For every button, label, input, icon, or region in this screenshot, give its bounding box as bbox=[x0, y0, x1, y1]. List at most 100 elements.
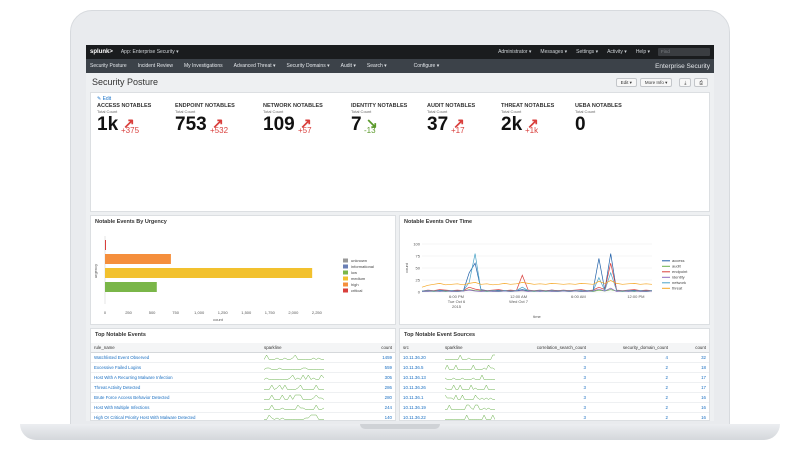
src-link[interactable]: 10.11.36.20 bbox=[400, 352, 442, 363]
rule-name-link[interactable]: Excessive Failed Logins bbox=[91, 362, 261, 373]
more-info-button[interactable]: More Info ▾ bbox=[639, 77, 673, 87]
security-domain-count-cell[interactable]: 2 bbox=[589, 402, 671, 413]
menu-settings[interactable]: Settings ▾ bbox=[576, 49, 599, 55]
nav-my-investigations[interactable]: My Investigations bbox=[183, 63, 223, 69]
nav-incident-review[interactable]: Incident Review bbox=[137, 63, 173, 69]
table-row[interactable]: Host With Multiple Infections 244 bbox=[91, 402, 395, 413]
col-rule-name[interactable]: rule_name bbox=[91, 343, 261, 353]
table-row[interactable]: Threat Activity Detected 286 bbox=[91, 382, 395, 393]
rule-name-link[interactable]: Host With A Recurring Malware Infection bbox=[91, 372, 261, 383]
legend-label-audit[interactable]: audit bbox=[672, 264, 682, 269]
security-domain-count-cell[interactable]: 2 bbox=[589, 372, 671, 383]
series-line-network[interactable] bbox=[421, 253, 653, 292]
security-domain-count-cell[interactable]: 2 bbox=[589, 362, 671, 373]
table-row[interactable]: 10.11.36.26 3 2 17 bbox=[400, 382, 709, 393]
rule-name-link[interactable]: Brute Force Access Behavior Detected bbox=[91, 392, 261, 403]
correlation-search-count-cell[interactable]: 3 bbox=[514, 362, 589, 373]
table-row[interactable]: 10.11.36.13 3 2 17 bbox=[400, 372, 709, 383]
rule-name-link[interactable]: Watchlisted Event Observed bbox=[91, 352, 261, 363]
count-cell[interactable]: 17 bbox=[671, 382, 709, 393]
legend-label-low[interactable]: low bbox=[351, 270, 357, 275]
find-input[interactable]: Find bbox=[658, 48, 710, 56]
count-cell[interactable]: 16 bbox=[671, 412, 709, 421]
src-link[interactable]: 10.11.36.19 bbox=[400, 402, 442, 413]
count-cell[interactable]: 16 bbox=[671, 392, 709, 403]
legend-label-critical[interactable]: critical bbox=[351, 288, 362, 293]
menu-activity[interactable]: Activity ▾ bbox=[607, 49, 627, 55]
kpi-threat-notables[interactable]: THREAT NOTABLES Total Count 2k ↗ +1k bbox=[501, 103, 554, 136]
series-line-threat[interactable] bbox=[421, 280, 653, 288]
correlation-search-count-cell[interactable]: 3 bbox=[514, 352, 589, 363]
table-row[interactable]: 10.11.36.22 3 2 16 bbox=[400, 412, 709, 421]
rule-name-link[interactable]: High Or Critical Priority Host With Malw… bbox=[91, 412, 261, 421]
table-row[interactable]: 10.11.36.19 3 2 16 bbox=[400, 402, 709, 413]
col-correlation-search-count[interactable]: correlation_search_count bbox=[514, 343, 589, 353]
nav-security-domains[interactable]: Security Domains ▾ bbox=[286, 63, 330, 69]
count-cell[interactable]: 1459 bbox=[351, 352, 395, 363]
legend-label-informational[interactable]: informational bbox=[351, 264, 374, 269]
table-row[interactable]: Brute Force Access Behavior Detected 280 bbox=[91, 392, 395, 403]
count-cell[interactable]: 17 bbox=[671, 372, 709, 383]
print-icon[interactable]: ⎙ bbox=[694, 77, 708, 87]
bar-medium[interactable] bbox=[105, 268, 313, 278]
count-cell[interactable]: 244 bbox=[351, 402, 395, 413]
legend-label-threat[interactable]: threat bbox=[672, 286, 683, 291]
count-cell[interactable]: 305 bbox=[351, 372, 395, 383]
correlation-search-count-cell[interactable]: 3 bbox=[514, 372, 589, 383]
kpi-access-notables[interactable]: ACCESS NOTABLES Total Count 1k ↗ +375 bbox=[97, 103, 151, 136]
legend-label-medium[interactable]: medium bbox=[351, 276, 366, 281]
count-cell[interactable]: 18 bbox=[671, 362, 709, 373]
col-src[interactable]: src bbox=[400, 343, 442, 353]
count-cell[interactable]: 140 bbox=[351, 412, 395, 421]
download-icon[interactable]: ⤓ bbox=[679, 77, 692, 87]
series-line-endpoint[interactable] bbox=[421, 263, 653, 292]
kpi-audit-notables[interactable]: AUDIT NOTABLES Total Count 37 ↗ +17 bbox=[427, 103, 475, 136]
table-row[interactable]: Watchlisted Event Observed 1459 bbox=[91, 352, 395, 363]
count-cell[interactable]: 286 bbox=[351, 382, 395, 393]
bar-critical[interactable] bbox=[105, 240, 106, 250]
menu-administrator[interactable]: Administrator ▾ bbox=[498, 49, 532, 55]
kpi-identity-notables[interactable]: IDENTITY NOTABLES Total Count 7 ↘ -13 bbox=[351, 103, 407, 136]
security-domain-count-cell[interactable]: 4 bbox=[589, 352, 671, 363]
legend-label-network[interactable]: network bbox=[672, 280, 686, 285]
splunk-logo[interactable]: splunk> bbox=[90, 49, 113, 55]
col-sparkline[interactable]: sparkline bbox=[261, 343, 351, 353]
col-sparkline[interactable]: sparkline bbox=[442, 343, 514, 353]
legend-label-unknown[interactable]: unknown bbox=[351, 258, 367, 263]
count-cell[interactable]: 32 bbox=[671, 352, 709, 363]
table-row[interactable]: 10.11.36.20 3 4 32 bbox=[400, 352, 709, 363]
src-link[interactable]: 10.11.36.13 bbox=[400, 372, 442, 383]
kpi-network-notables[interactable]: NETWORK NOTABLES Total Count 109 ↗ +57 bbox=[263, 103, 323, 136]
table-row[interactable]: High Or Critical Priority Host With Malw… bbox=[91, 412, 395, 421]
table-row[interactable]: 10.11.36.5 3 2 18 bbox=[400, 362, 709, 373]
legend-label-identity[interactable]: identity bbox=[672, 275, 685, 280]
edit-link[interactable]: ✎ Edit bbox=[97, 96, 112, 102]
correlation-search-count-cell[interactable]: 3 bbox=[514, 402, 589, 413]
edit-button[interactable]: Edit ▾ bbox=[615, 77, 637, 87]
kpi-endpoint-notables[interactable]: ENDPOINT NOTABLES Total Count 753 ↗ +532 bbox=[175, 103, 235, 136]
table-row[interactable]: Host With A Recurring Malware Infection 3… bbox=[91, 372, 395, 383]
series-line-identity[interactable] bbox=[422, 287, 653, 292]
count-cell[interactable]: 280 bbox=[351, 392, 395, 403]
legend-label-endpoint[interactable]: endpoint bbox=[672, 269, 688, 274]
security-domain-count-cell[interactable]: 2 bbox=[589, 412, 671, 421]
col-count[interactable]: count bbox=[671, 343, 709, 353]
correlation-search-count-cell[interactable]: 3 bbox=[514, 392, 589, 403]
table-row[interactable]: Excessive Failed Logins 559 bbox=[91, 362, 395, 373]
rule-name-link[interactable]: Host With Multiple Infections bbox=[91, 402, 261, 413]
src-link[interactable]: 10.11.36.1 bbox=[400, 392, 442, 403]
count-cell[interactable]: 16 bbox=[671, 402, 709, 413]
correlation-search-count-cell[interactable]: 3 bbox=[514, 382, 589, 393]
nav-configure[interactable]: Configure ▾ bbox=[413, 63, 440, 69]
kpi-ueba-notables[interactable]: UEBA NOTABLES Total Count 0 bbox=[575, 103, 622, 136]
nav-advanced-threat[interactable]: Advanced Threat ▾ bbox=[233, 63, 276, 69]
count-cell[interactable]: 559 bbox=[351, 362, 395, 373]
legend-label-high[interactable]: high bbox=[351, 282, 359, 287]
src-link[interactable]: 10.11.36.5 bbox=[400, 362, 442, 373]
menu-messages[interactable]: Messages ▾ bbox=[540, 49, 568, 55]
src-link[interactable]: 10.11.36.26 bbox=[400, 382, 442, 393]
nav-search[interactable]: Search ▾ bbox=[366, 63, 387, 69]
security-domain-count-cell[interactable]: 2 bbox=[589, 382, 671, 393]
menu-help[interactable]: Help ▾ bbox=[635, 49, 650, 55]
legend-label-access[interactable]: access bbox=[672, 258, 684, 263]
